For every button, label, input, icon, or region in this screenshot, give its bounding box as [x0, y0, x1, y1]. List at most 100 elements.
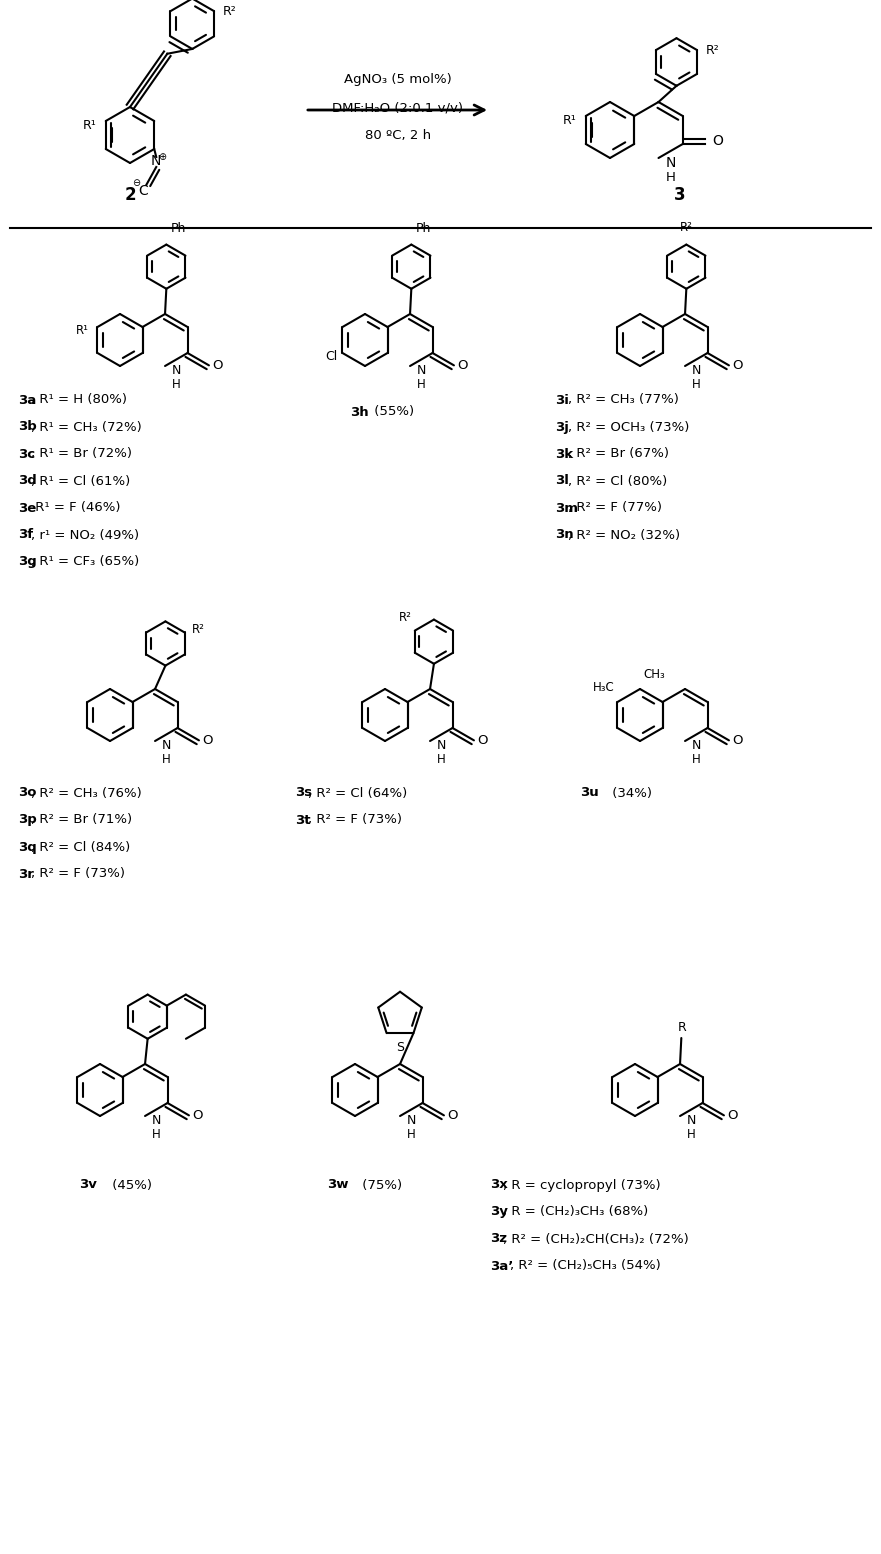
Text: O: O [203, 733, 213, 747]
Text: O: O [713, 134, 723, 148]
Text: , R² = (CH₂)₂CH(CH₃)₂ (72%): , R² = (CH₂)₂CH(CH₃)₂ (72%) [503, 1232, 689, 1245]
Text: Ph: Ph [416, 222, 431, 236]
Text: 3w: 3w [327, 1178, 349, 1192]
Text: 3c: 3c [18, 448, 35, 460]
Text: O: O [728, 1110, 738, 1122]
Text: N: N [417, 364, 426, 378]
Text: , R² = F (73%): , R² = F (73%) [308, 813, 402, 827]
Text: H: H [692, 378, 700, 390]
Text: , R² = OCH₃ (73%): , R² = OCH₃ (73%) [568, 421, 689, 434]
Text: 3d: 3d [18, 474, 37, 488]
Text: , R² = Cl (84%): , R² = Cl (84%) [31, 841, 130, 853]
Text: 3u: 3u [580, 786, 599, 799]
Text: 80 ºC, 2 h: 80 ºC, 2 h [365, 129, 431, 141]
Text: 3y: 3y [490, 1206, 507, 1218]
Text: 3h: 3h [350, 406, 368, 418]
Text: 3r: 3r [18, 867, 33, 881]
Text: 3g: 3g [18, 555, 37, 569]
Text: 3z: 3z [490, 1232, 507, 1245]
Text: DMF:H₂O (2:0.1 v/v): DMF:H₂O (2:0.1 v/v) [332, 101, 463, 115]
Text: N: N [665, 155, 676, 169]
Text: (75%): (75%) [358, 1178, 402, 1192]
Text: CH₃: CH₃ [643, 668, 665, 681]
Text: N: N [437, 740, 446, 752]
Text: , r¹ = NO₂ (49%): , r¹ = NO₂ (49%) [31, 528, 139, 541]
Text: O: O [448, 1110, 458, 1122]
Text: 3q: 3q [18, 841, 37, 853]
Text: 3n: 3n [555, 528, 574, 541]
Text: , R² = Br (71%): , R² = Br (71%) [31, 813, 132, 827]
Text: H: H [407, 1128, 416, 1141]
Text: O: O [212, 359, 223, 371]
Text: 3m: 3m [555, 502, 578, 514]
Text: 3: 3 [674, 186, 685, 204]
Text: 3f: 3f [18, 528, 33, 541]
Text: 3v: 3v [79, 1178, 97, 1192]
Text: , R¹ = CH₃ (72%): , R¹ = CH₃ (72%) [31, 421, 142, 434]
Text: 3a: 3a [18, 393, 36, 407]
Text: R²: R² [706, 44, 719, 56]
Text: ⊕: ⊕ [159, 152, 167, 162]
Text: 3a’: 3a’ [490, 1259, 514, 1273]
Text: R¹: R¹ [83, 118, 97, 132]
Text: N: N [172, 364, 181, 378]
Text: AgNO₃ (5 mol%): AgNO₃ (5 mol%) [344, 73, 452, 87]
Text: 3i: 3i [555, 393, 569, 407]
Text: R: R [677, 1021, 686, 1033]
Text: H: H [172, 378, 181, 390]
Text: 3t: 3t [295, 813, 310, 827]
Text: , R² = NO₂ (32%): , R² = NO₂ (32%) [568, 528, 680, 541]
Text: H: H [162, 752, 171, 766]
Text: H: H [692, 752, 700, 766]
Text: , R² = (CH₂)₅CH₃ (54%): , R² = (CH₂)₅CH₃ (54%) [509, 1259, 660, 1273]
Text: O: O [478, 733, 488, 747]
Text: , R² = CH₃ (76%): , R² = CH₃ (76%) [31, 786, 142, 799]
Text: 3p: 3p [18, 813, 37, 827]
Text: , R² = Br (67%): , R² = Br (67%) [568, 448, 669, 460]
Text: (45%): (45%) [108, 1178, 152, 1192]
Text: 3x: 3x [490, 1178, 507, 1192]
Text: Cl: Cl [325, 350, 337, 362]
Text: 3e: 3e [18, 502, 36, 514]
Text: N: N [161, 740, 171, 752]
Text: R¹: R¹ [563, 113, 577, 127]
Text: N: N [692, 740, 701, 752]
Text: , R² = F (73%): , R² = F (73%) [31, 867, 125, 881]
Text: R²: R² [192, 623, 205, 636]
Text: N: N [151, 154, 161, 168]
Text: ⊖: ⊖ [132, 179, 140, 188]
Text: R¹ = F (46%): R¹ = F (46%) [31, 502, 121, 514]
Text: C: C [138, 183, 148, 197]
Text: (55%): (55%) [370, 406, 414, 418]
Text: , R² = CH₃ (77%): , R² = CH₃ (77%) [568, 393, 679, 407]
Text: O: O [193, 1110, 204, 1122]
Text: O: O [733, 359, 743, 371]
Text: , R¹ = Cl (61%): , R¹ = Cl (61%) [31, 474, 130, 488]
Text: R¹: R¹ [76, 325, 89, 337]
Text: , R = cyclopropyl (73%): , R = cyclopropyl (73%) [503, 1178, 661, 1192]
Text: S: S [396, 1041, 404, 1054]
Text: H: H [666, 171, 676, 183]
Text: H: H [687, 1128, 696, 1141]
Text: O: O [457, 359, 468, 371]
Text: , R² = Cl (80%): , R² = Cl (80%) [568, 474, 667, 488]
Text: H₃C: H₃C [593, 681, 614, 695]
Text: 3o: 3o [18, 786, 36, 799]
Text: R²: R² [680, 221, 692, 235]
Text: H: H [417, 378, 426, 390]
Text: , R¹ = Br (72%): , R¹ = Br (72%) [31, 448, 132, 460]
Text: (34%): (34%) [608, 786, 652, 799]
Text: 3j: 3j [555, 421, 569, 434]
Text: H: H [437, 752, 446, 766]
Text: N: N [686, 1114, 696, 1127]
Text: H: H [152, 1128, 160, 1141]
Text: 3s: 3s [295, 786, 312, 799]
Text: N: N [692, 364, 701, 378]
Text: , R¹ = H (80%): , R¹ = H (80%) [31, 393, 127, 407]
Text: N: N [407, 1114, 416, 1127]
Text: , R¹ = CF₃ (65%): , R¹ = CF₃ (65%) [31, 555, 139, 569]
Text: 3l: 3l [555, 474, 569, 488]
Text: R²: R² [399, 611, 412, 625]
Text: 3k: 3k [555, 448, 574, 460]
Text: R²: R² [223, 5, 236, 17]
